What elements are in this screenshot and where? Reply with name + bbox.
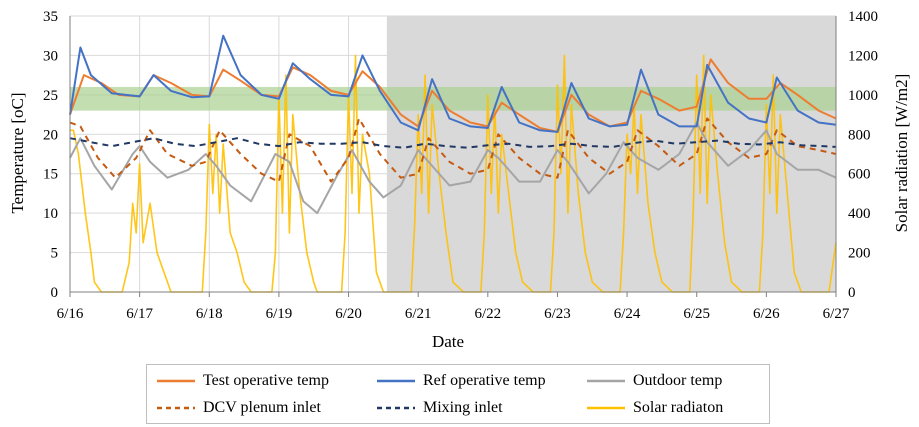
legend-swatch	[157, 406, 195, 410]
legend-label: Test operative temp	[203, 372, 329, 389]
series-layer	[69, 34, 837, 293]
y-axis-label-left: Temperature [oC]	[8, 92, 27, 213]
x-tick-label: 6/24	[614, 306, 641, 322]
series-line-dcv-plenum-inlet	[69, 117, 837, 183]
legend-label: Outdoor temp	[633, 372, 723, 389]
legend-item-mixing-inlet: Mixing inlet	[377, 397, 503, 419]
legend-label: Solar radiaton	[633, 399, 724, 416]
y-tick-label-left: 35	[43, 9, 58, 25]
x-tick-label: 6/18	[196, 306, 223, 322]
y-tick-label-left: 0	[51, 285, 59, 301]
y-tick-label-right: 200	[848, 246, 871, 262]
legend-item-test-operative-temp: Test operative temp	[157, 370, 329, 392]
legend-item-dcv-plenum-inlet: DCV plenum inlet	[157, 397, 321, 419]
legend-label: Mixing inlet	[423, 399, 503, 416]
legend-item-solar-radiaton: Solar radiaton	[587, 397, 723, 419]
legend-swatch	[157, 379, 195, 383]
legend-label: DCV plenum inlet	[203, 399, 321, 416]
y-tick-label-left: 30	[43, 48, 58, 64]
y-tick-label-left: 20	[43, 127, 58, 143]
x-tick-label: 6/21	[405, 306, 432, 322]
x-tick-label: 6/17	[126, 306, 153, 322]
series-line-ref-operative-temp	[69, 34, 837, 133]
x-tick-label: 6/26	[753, 306, 780, 322]
x-tick-label: 6/19	[266, 306, 293, 322]
y-tick-label-right: 1000	[848, 88, 878, 104]
legend-swatch	[587, 406, 625, 410]
legend-label: Ref operative temp	[423, 372, 546, 389]
legend-swatch	[377, 379, 415, 383]
y-tick-label-left: 10	[43, 206, 58, 222]
y-tick-label-right: 800	[848, 127, 871, 143]
x-tick-label: 6/20	[335, 306, 362, 322]
shaded-period	[386, 16, 836, 292]
x-tick-label: 6/16	[57, 306, 84, 322]
y-tick-label-right: 600	[848, 167, 871, 183]
legend-swatch	[587, 379, 625, 383]
series-line-mixing-inlet	[69, 137, 837, 149]
y-tick-label-left: 15	[43, 167, 58, 183]
x-tick-label: 6/27	[823, 306, 850, 322]
axes: 0 5 10 15 20 25 30 35 0 200 400 600 800 1000 1200 1400 6…	[43, 9, 878, 322]
legend-swatch	[377, 406, 415, 410]
x-tick-label: 6/23	[544, 306, 571, 322]
legend: Test operative temp Ref operative temp O…	[146, 364, 770, 424]
legend-item-outdoor-temp: Outdoor temp	[587, 370, 722, 392]
y-tick-label-left: 25	[43, 88, 58, 104]
y-tick-label-left: 5	[51, 246, 59, 262]
x-tick-label: 6/22	[474, 306, 501, 322]
y-tick-label-right: 0	[848, 285, 856, 301]
x-tick-label: 6/25	[683, 306, 710, 322]
legend-item-ref-operative-temp: Ref operative temp	[377, 370, 546, 392]
x-axis-label: Date	[432, 332, 464, 351]
y-tick-label-right: 1200	[848, 48, 878, 64]
series-line-outdoor-temp	[69, 121, 837, 215]
y-tick-label-right: 400	[848, 206, 871, 222]
y-tick-label-right: 1400	[848, 9, 878, 25]
y-axis-label-right: Solar radiation [W/m2]	[892, 74, 911, 233]
